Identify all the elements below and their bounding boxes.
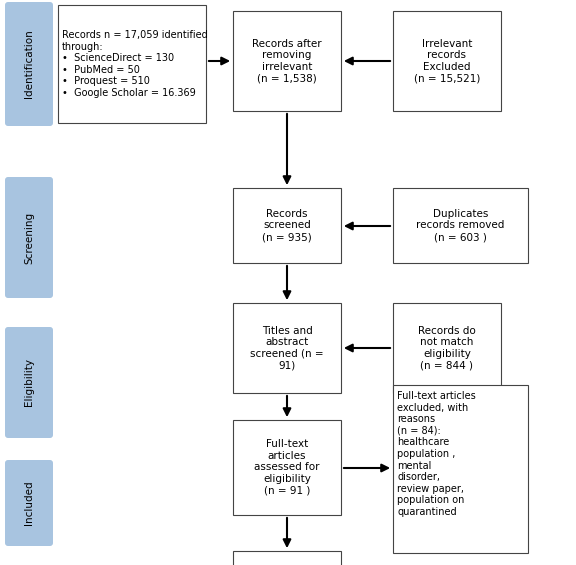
Text: Identification: Identification (24, 29, 34, 98)
FancyBboxPatch shape (5, 327, 53, 438)
FancyBboxPatch shape (5, 177, 53, 298)
FancyBboxPatch shape (58, 5, 206, 123)
FancyBboxPatch shape (233, 420, 341, 515)
Text: Full-text articles
excluded, with
reasons
(n = 84):
healthcare
population ,
ment: Full-text articles excluded, with reason… (397, 391, 476, 517)
FancyBboxPatch shape (5, 2, 53, 126)
FancyBboxPatch shape (393, 188, 528, 263)
FancyBboxPatch shape (233, 188, 341, 263)
Text: Records do
not match
eligibility
(n = 844 ): Records do not match eligibility (n = 84… (418, 325, 476, 371)
Text: Full-text
articles
assessed for
eligibility
(n = 91 ): Full-text articles assessed for eligibil… (254, 440, 320, 496)
FancyBboxPatch shape (393, 385, 528, 553)
FancyBboxPatch shape (233, 551, 341, 565)
Text: Records
screened
(n = 935): Records screened (n = 935) (262, 209, 312, 242)
Text: Eligibility: Eligibility (24, 359, 34, 406)
Text: Included: Included (24, 481, 34, 525)
Text: Records n = 17,059 identified
through:
•  ScienceDirect = 130
•  PubMed = 50
•  : Records n = 17,059 identified through: •… (62, 30, 208, 98)
FancyBboxPatch shape (393, 11, 501, 111)
FancyBboxPatch shape (5, 460, 53, 546)
Text: Screening: Screening (24, 211, 34, 263)
FancyBboxPatch shape (233, 303, 341, 393)
Text: Titles and
abstract
screened (n =
91): Titles and abstract screened (n = 91) (250, 325, 324, 371)
Text: Records after
removing
irrelevant
(n = 1,538): Records after removing irrelevant (n = 1… (252, 38, 322, 84)
FancyBboxPatch shape (233, 11, 341, 111)
Text: Irrelevant
records
Excluded
(n = 15,521): Irrelevant records Excluded (n = 15,521) (414, 38, 480, 84)
FancyBboxPatch shape (393, 303, 501, 393)
Text: Duplicates
records removed
(n = 603 ): Duplicates records removed (n = 603 ) (416, 209, 505, 242)
